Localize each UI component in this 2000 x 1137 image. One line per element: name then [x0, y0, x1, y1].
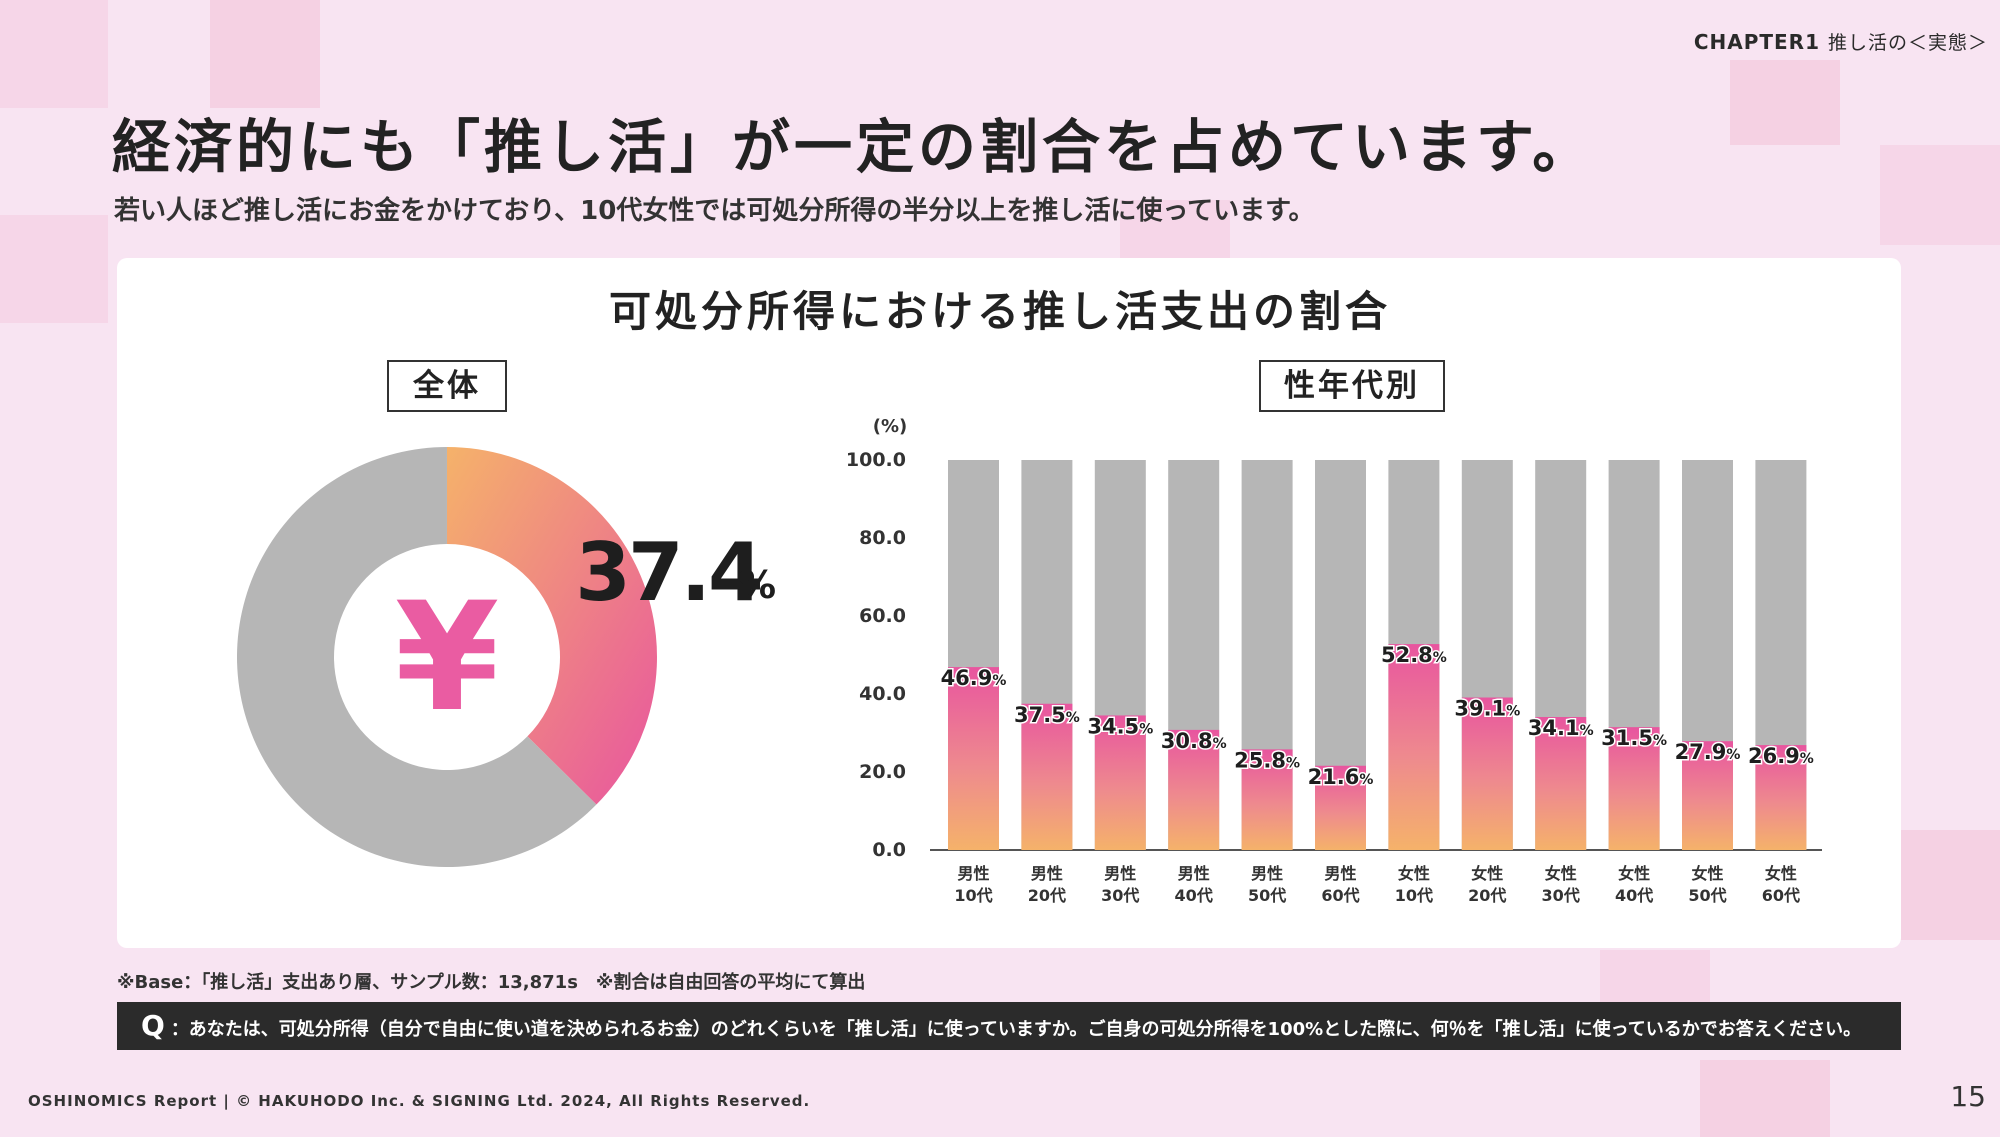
x-tick-label-gender: 女性	[1765, 864, 1797, 883]
bar-value-label: 34.1%	[1528, 716, 1594, 740]
chart-panel-title: 可処分所得における推し活支出の割合	[608, 287, 1391, 336]
bar	[1461, 697, 1513, 850]
footnote: ※Base：「推し活」支出あり層、サンプル数：13,871s ※割合は自由回答の…	[117, 972, 866, 993]
bar-value-label: 31.5%	[1601, 726, 1667, 750]
x-tick-label-age: 20代	[1028, 886, 1066, 905]
bar	[1241, 749, 1293, 850]
question-bar: Q ：あなたは、可処分所得（自分で自由に使い道を決められるお金）のどれくらいを「推…	[117, 1002, 1901, 1050]
demographic-label: 性年代別	[1259, 360, 1445, 412]
bar-value-label: 26.9%	[1748, 744, 1814, 768]
background-tile	[1600, 950, 1710, 1010]
x-tick-label-gender: 女性	[1398, 864, 1430, 883]
bar	[1388, 644, 1440, 850]
bar	[1021, 703, 1073, 850]
background-tile	[210, 0, 320, 108]
copyright: OSHINOMICS Report | © HAKUHODO Inc. & SI…	[28, 1092, 811, 1110]
x-tick-label-age: 50代	[1248, 886, 1286, 905]
bar-value-label: 46.9%	[941, 666, 1007, 690]
x-tick-label-gender: 女性	[1471, 864, 1503, 883]
donut-value-label: 37.4	[575, 526, 760, 619]
x-tick-label-gender: 女性	[1691, 864, 1723, 883]
question-text: ：あなたは、可処分所得（自分で自由に使い道を決められるお金）のどれくらいを「推し…	[170, 1019, 1862, 1040]
chapter-subtitle: 推し活の＜実態＞	[1827, 32, 1988, 54]
bar-value-label: 34.5%	[1087, 714, 1153, 738]
bar-value-label: 27.9%	[1675, 740, 1741, 764]
x-tick-label-gender: 男性	[1031, 864, 1063, 883]
bar	[1168, 729, 1220, 850]
background-tile	[1700, 1060, 1830, 1137]
question-mark: Q	[141, 1009, 165, 1042]
bar-value-label: 52.8%	[1381, 643, 1447, 667]
bar	[948, 667, 999, 850]
bar-value-label: 25.8%	[1234, 748, 1300, 772]
y-tick-label: 40.0	[859, 683, 906, 705]
page-subtitle: 若い人ほど推し活にお金をかけており、10代女性では可処分所得の半分以上を推し活に…	[114, 196, 1315, 226]
x-tick-label-gender: 男性	[957, 864, 989, 883]
donut-value-unit: %	[738, 563, 776, 607]
x-tick-label-age: 60代	[1762, 886, 1800, 905]
bar	[1094, 715, 1146, 850]
background-tile	[1120, 200, 1230, 258]
donut-slice-remainder	[237, 447, 597, 867]
x-tick-label-gender: 女性	[1618, 864, 1650, 883]
x-tick-label-age: 20代	[1468, 886, 1506, 905]
y-axis-label: (%)	[873, 416, 908, 437]
bar-value-label: 39.1%	[1454, 697, 1520, 721]
background-tile	[0, 0, 108, 108]
y-tick-label: 20.0	[859, 761, 906, 783]
x-tick-label-gender: 女性	[1545, 864, 1577, 883]
x-tick-label-age: 50代	[1688, 886, 1726, 905]
bar	[1755, 745, 1807, 850]
x-tick-label-gender: 男性	[1178, 864, 1210, 883]
background-tile	[0, 215, 108, 323]
bar	[1535, 717, 1587, 850]
bar	[1315, 765, 1366, 850]
x-tick-label-age: 40代	[1175, 886, 1213, 905]
overall-label: 全体	[387, 360, 507, 412]
x-tick-label-gender: 男性	[1324, 864, 1356, 883]
background-tile	[1880, 145, 2000, 245]
y-tick-label: 80.0	[859, 527, 906, 549]
chapter-number: CHAPTER1	[1693, 30, 1821, 54]
y-tick-label: 100.0	[846, 449, 906, 471]
y-tick-label: 60.0	[859, 605, 906, 627]
background-tile	[1730, 60, 1840, 145]
bar	[1682, 741, 1733, 850]
yen-icon: ¥	[395, 571, 499, 745]
bar-value-label: 30.8%	[1161, 729, 1227, 753]
x-tick-label-age: 30代	[1542, 886, 1580, 905]
bar-value-label: 21.6%	[1308, 765, 1374, 789]
x-tick-label-age: 10代	[954, 886, 992, 905]
x-tick-label-gender: 男性	[1104, 864, 1136, 883]
page-title: 経済的にも「推し活」が一定の割合を占めています。	[112, 113, 1595, 181]
y-tick-label: 0.0	[872, 839, 906, 861]
x-tick-label-age: 60代	[1321, 886, 1359, 905]
bar	[1608, 727, 1660, 850]
bar-value-label: 37.5%	[1014, 703, 1080, 727]
background-tile	[1900, 830, 2000, 940]
x-tick-label-age: 30代	[1101, 886, 1139, 905]
x-tick-label-age: 40代	[1615, 886, 1653, 905]
x-tick-label-gender: 男性	[1251, 864, 1283, 883]
page-number: 15	[1950, 1080, 1986, 1113]
chapter-label: CHAPTER1 推し活の＜実態＞	[1694, 28, 1988, 55]
donut-slice-oshikatsu	[447, 447, 657, 805]
x-tick-label-age: 10代	[1395, 886, 1433, 905]
